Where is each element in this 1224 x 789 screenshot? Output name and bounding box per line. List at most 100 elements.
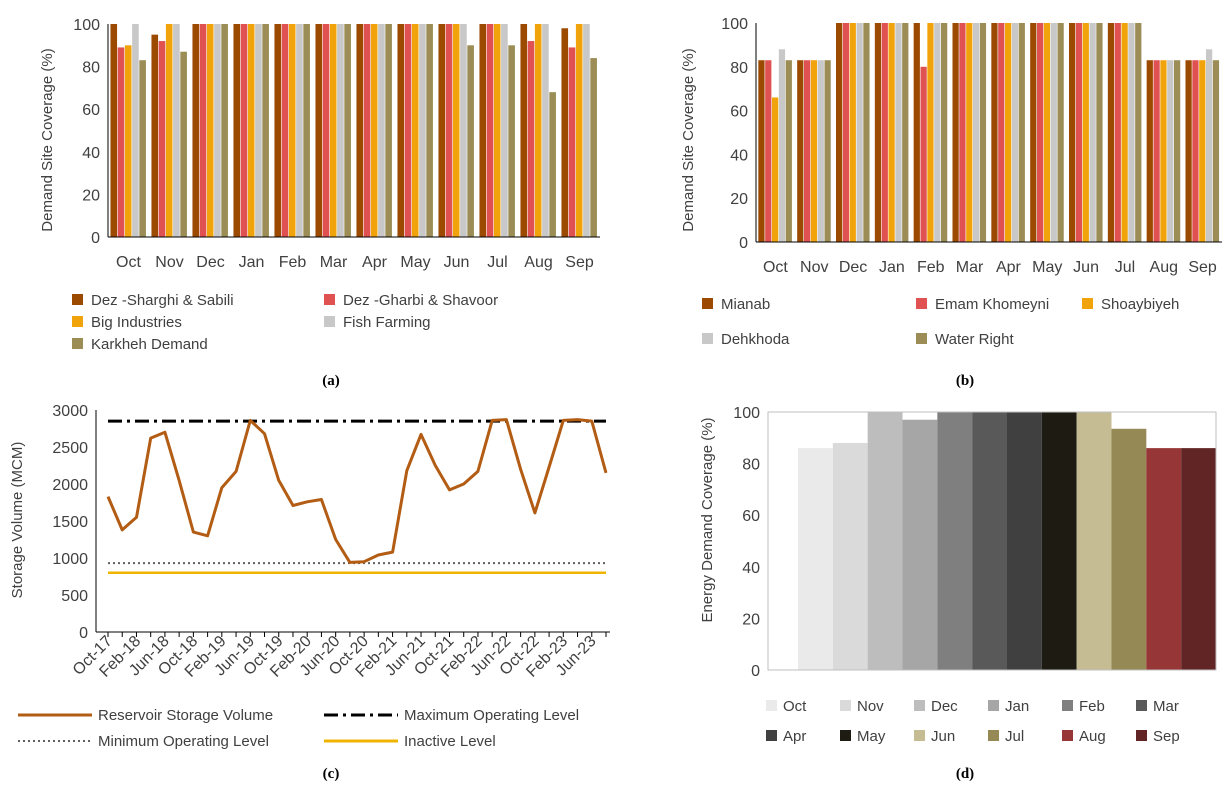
c-legend-label: Inactive Level — [404, 733, 496, 750]
a-legend-label: Dez -Gharbi & Shavoor — [343, 292, 498, 309]
b-bar — [1089, 23, 1096, 242]
a-bar — [322, 24, 330, 237]
b-bar — [874, 23, 882, 242]
d-legend-label: Dec — [931, 698, 958, 715]
a-bar — [404, 24, 412, 237]
c-legend-label: Minimum Operating Level — [98, 733, 269, 750]
c-storage-line — [106, 418, 608, 564]
a-legend-label: Dez -Sharghi & Sabili — [91, 292, 234, 309]
b-legend-label: Emam Khomeyni — [935, 296, 1049, 313]
d-legend-label: Jun — [931, 728, 955, 745]
a-bar — [467, 45, 474, 237]
b-ytick: 100 — [721, 16, 748, 33]
a-bar — [501, 24, 508, 237]
b-legend-label: Dehkhoda — [721, 331, 790, 348]
d-bar — [1181, 448, 1216, 670]
b-bar — [920, 66, 927, 242]
a-legend-swatch — [72, 294, 83, 305]
a-bar — [520, 24, 528, 237]
a-legend-swatch — [72, 338, 83, 349]
c-ytick: 0 — [79, 625, 88, 642]
b-bar — [1075, 23, 1083, 242]
d-legend-label: Feb — [1079, 698, 1105, 715]
a-bar — [356, 24, 364, 237]
ylabel-d: Energy Demand Coverage (%) — [699, 417, 716, 622]
b-bar — [824, 60, 831, 243]
a-bar — [199, 24, 207, 237]
b-bar — [1185, 60, 1192, 243]
a-bar — [165, 24, 173, 237]
b-legend-swatch — [916, 333, 927, 344]
b-bar — [849, 23, 856, 242]
b-bar — [817, 60, 824, 243]
a-legend-swatch — [324, 316, 335, 327]
d-legend-label: Jul — [1005, 728, 1024, 745]
c-ytick: 500 — [61, 588, 88, 605]
b-ytick: 40 — [730, 147, 748, 164]
d-bar — [1111, 428, 1147, 670]
b-bar — [863, 23, 870, 242]
b-bar — [856, 23, 863, 242]
a-bar — [445, 24, 453, 237]
a-bar — [132, 24, 139, 237]
b-bar — [1107, 23, 1115, 242]
b-bar — [758, 60, 765, 243]
b-bar — [881, 23, 888, 242]
a-bar — [426, 24, 433, 237]
d-legend-swatch — [914, 700, 925, 711]
b-xtick: Nov — [800, 259, 828, 276]
b-bar — [1160, 60, 1167, 243]
d-bar — [1146, 448, 1182, 670]
a-bar — [110, 24, 118, 237]
panel-a: Demand Site Coverage (%) 0 20 40 60 80 100 Oct… — [39, 17, 600, 389]
c-legend-label: Reservoir Storage Volume — [98, 707, 273, 724]
c-legend-label: Maximum Operating Level — [404, 707, 579, 724]
b-ytick: 80 — [730, 60, 748, 77]
b-xtick: Oct — [763, 259, 788, 276]
b-bar — [913, 23, 920, 242]
a-bar — [262, 24, 269, 237]
b-ytick: 20 — [730, 191, 748, 208]
b-legend-label: Shoaybiyeh — [1101, 296, 1179, 313]
a-bar — [508, 45, 515, 237]
a-xtick: Feb — [279, 254, 307, 271]
b-bar — [771, 97, 779, 243]
b-bar — [803, 60, 811, 243]
b-bar — [952, 23, 959, 242]
d-bar — [902, 419, 938, 670]
a-xtick: Aug — [524, 254, 552, 271]
a-bar — [385, 24, 392, 237]
b-xtick: Jan — [879, 259, 905, 276]
b-bar — [1082, 23, 1089, 242]
b-bar — [1011, 23, 1019, 242]
b-legend-swatch — [1082, 298, 1093, 309]
a-bar — [397, 24, 405, 237]
ylabel-b: Demand Site Coverage (%) — [680, 48, 697, 231]
d-legend-swatch — [840, 730, 851, 741]
panel-c: Storage Volume (MCM) 0 500 1000 1500 2000 250… — [9, 403, 610, 782]
b-bar — [888, 23, 895, 242]
c-ytick: 2000 — [52, 477, 88, 494]
a-xtick: Jan — [239, 254, 265, 271]
a-bar — [124, 45, 132, 237]
a-legend-label: Big Industries — [91, 314, 182, 331]
a-bar — [315, 24, 323, 237]
d-legend-swatch — [1062, 700, 1073, 711]
a-bar — [561, 28, 569, 238]
a-bar — [549, 92, 556, 237]
d-ytick: 0 — [751, 663, 760, 680]
a-bar — [486, 24, 494, 237]
d-legend-label: Jan — [1005, 698, 1029, 715]
a-ytick: 40 — [82, 145, 100, 162]
b-bar — [966, 23, 973, 242]
b-bar — [1121, 23, 1128, 242]
a-bar — [363, 24, 371, 237]
a-bar — [139, 60, 146, 238]
d-ytick: 100 — [733, 405, 760, 422]
b-xtick: Dec — [839, 259, 867, 276]
a-bar — [534, 24, 542, 237]
d-bar — [798, 448, 833, 670]
a-bar — [288, 24, 296, 237]
a-bar — [274, 24, 282, 237]
b-bar — [1057, 23, 1064, 242]
